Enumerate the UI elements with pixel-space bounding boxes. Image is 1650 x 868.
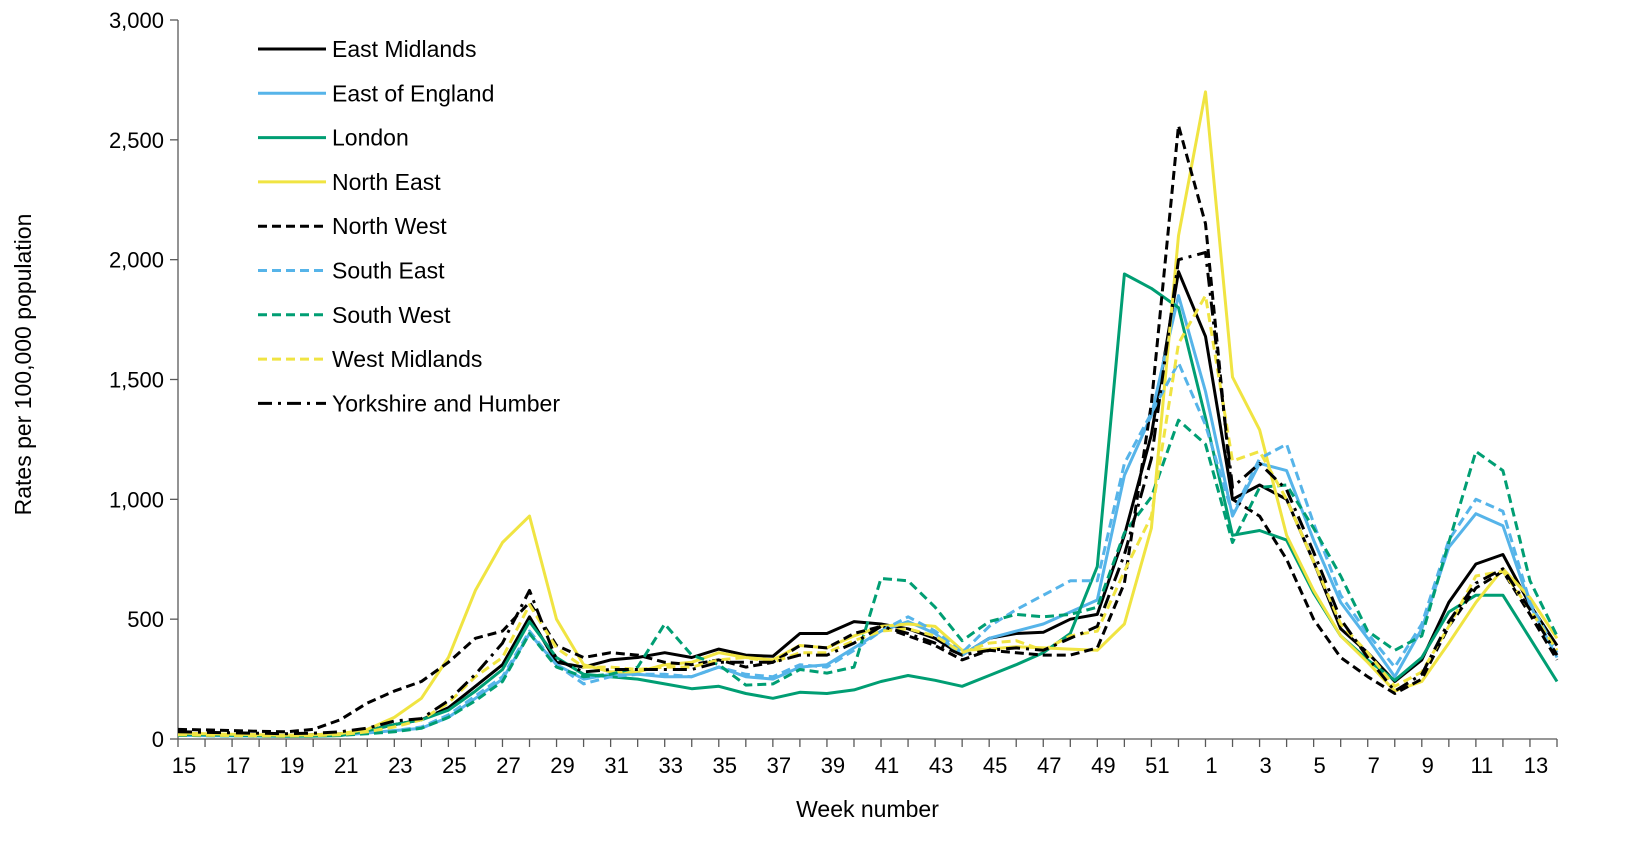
legend-label-5: North West	[332, 213, 447, 239]
x-tick-label: 51	[1145, 753, 1169, 778]
series-line-6	[177, 361, 1559, 738]
legend-label-9: Yorkshire and Humber	[332, 390, 560, 416]
x-tick-label: 5	[1314, 753, 1326, 778]
x-tick-label: 27	[496, 753, 520, 778]
x-tick-label: 45	[983, 753, 1007, 778]
legend-label-6: South East	[332, 258, 445, 284]
legend-label-8: West Midlands	[332, 346, 482, 372]
y-tick-label: 0	[152, 727, 164, 752]
x-tick-label: 43	[929, 753, 953, 778]
x-tick-label: 39	[821, 753, 845, 778]
x-tick-label: 21	[334, 753, 358, 778]
x-tick-label: 25	[442, 753, 466, 778]
series-line-4	[177, 90, 1559, 737]
x-tick-label: 31	[604, 753, 628, 778]
x-tick-label: 29	[550, 753, 574, 778]
series-line-5	[177, 124, 1559, 734]
x-tick-label: 11	[1470, 753, 1493, 778]
x-tick-label: 1	[1205, 753, 1217, 778]
legend-label-2: East of England	[332, 80, 494, 106]
x-tick-label: 3	[1259, 753, 1271, 778]
series-line-8	[177, 294, 1559, 738]
y-tick-label: 3,000	[109, 8, 164, 33]
x-axis-title: Week number	[796, 796, 939, 822]
x-tick-label: 35	[713, 753, 737, 778]
y-axis: 0 500 1,000 1,500 2,000 2,500 3,000	[109, 8, 179, 752]
x-tick-label: 13	[1524, 753, 1548, 778]
legend: East Midlands East of England London North …	[258, 36, 560, 416]
legend-label-7: South West	[332, 302, 451, 328]
x-tick-label: 9	[1422, 753, 1434, 778]
y-tick-label: 2,000	[109, 248, 164, 273]
x-tick-label: 7	[1368, 753, 1380, 778]
legend-label-4: North East	[332, 169, 441, 195]
x-tick-label: 19	[280, 753, 304, 778]
legend-label-3: London	[332, 125, 409, 151]
legend-label-1: East Midlands	[332, 36, 476, 62]
x-tick-label: 47	[1037, 753, 1061, 778]
y-axis-title: Rates per 100,000 population	[10, 214, 36, 516]
y-tick-label: 1,000	[109, 487, 164, 512]
x-tick-label: 33	[658, 753, 682, 778]
x-tick-label: 37	[767, 753, 791, 778]
y-tick-label: 1,500	[109, 368, 164, 393]
series-line-3	[177, 272, 1559, 738]
x-tick-label: 23	[388, 753, 412, 778]
x-tick-label: 15	[172, 753, 196, 778]
series-lines	[177, 90, 1559, 738]
y-tick-label: 500	[127, 607, 164, 632]
series-line-1	[177, 270, 1559, 737]
series-line-7	[177, 418, 1559, 738]
x-tick-label: 17	[226, 753, 250, 778]
x-tick-label: 41	[875, 753, 899, 778]
y-tick-label: 2,500	[109, 128, 164, 153]
x-axis: 15 17 19 21 23 25 27 29 31 33 35 37 39 41 43 45 47 49 51 1 3…	[172, 738, 1558, 778]
x-tick-label: 49	[1091, 753, 1115, 778]
